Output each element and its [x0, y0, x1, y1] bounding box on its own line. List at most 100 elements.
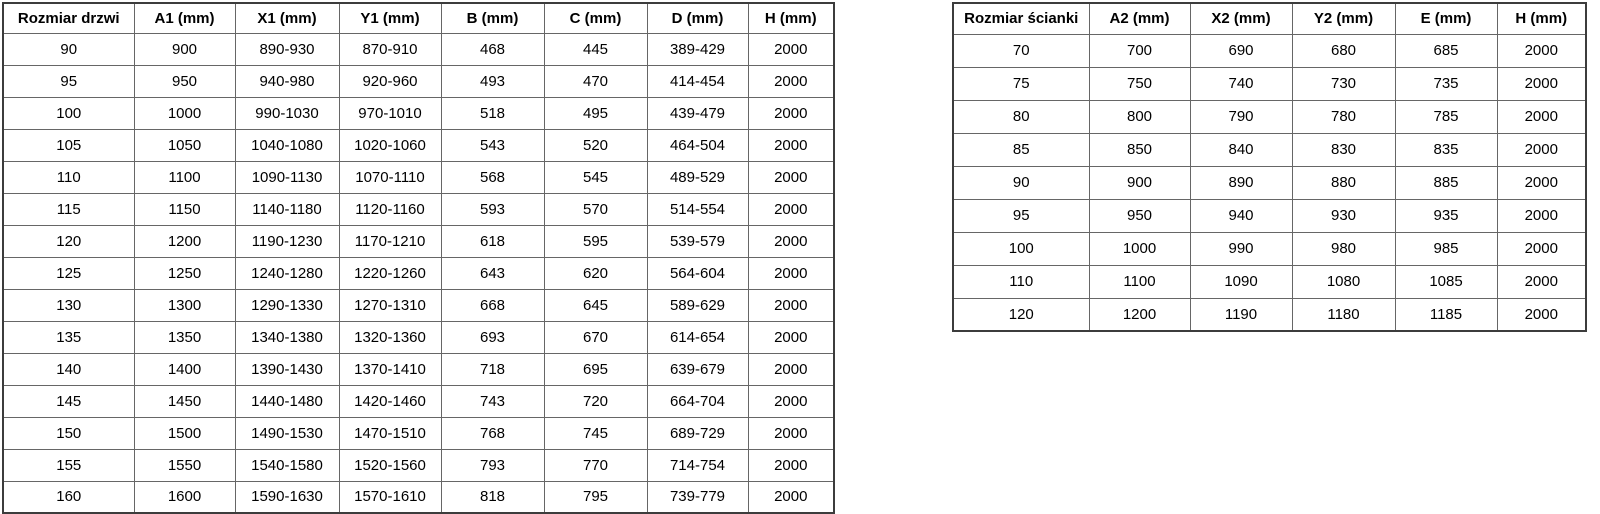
table-cell: 95 — [952, 198, 1090, 233]
table-row: 110 1100 1090 1080 1085 2000 — [952, 264, 1587, 299]
table-cell: 790 — [1189, 99, 1293, 134]
table-row: 95 950 940-980 920-960 493 470 414-454 2000 — [2, 64, 835, 98]
table-cell: 2000 — [747, 416, 835, 450]
table-cell: 130 — [2, 288, 135, 322]
table-cell: 2000 — [1496, 132, 1587, 167]
table-row: 120 1200 1190 1180 1185 2000 — [952, 297, 1587, 332]
table-row: 130 1300 1290-1330 1270-1310 668 645 589-629 20… — [2, 288, 835, 322]
table-cell: 1190 — [1189, 297, 1293, 332]
table-cell: 950 — [133, 64, 236, 98]
table-cell: 468 — [440, 32, 545, 66]
table-cell: 115 — [2, 192, 135, 226]
table-cell: 470 — [543, 64, 648, 98]
table-cell: 2000 — [1496, 33, 1587, 68]
table-cell: 750 — [1088, 66, 1191, 101]
table-cell: 940 — [1189, 198, 1293, 233]
table-cell: 835 — [1394, 132, 1498, 167]
table-cell: 1050 — [133, 128, 236, 162]
column-header: Y1 (mm) — [338, 2, 442, 34]
table-cell: 1085 — [1394, 264, 1498, 299]
table-cell: 940-980 — [234, 64, 340, 98]
table-cell: 818 — [440, 480, 545, 514]
table-cell: 2000 — [747, 480, 835, 514]
table-cell: 595 — [543, 224, 648, 258]
table-cell: 1300 — [133, 288, 236, 322]
table-cell: 464-504 — [646, 128, 749, 162]
table-cell: 414-454 — [646, 64, 749, 98]
table-cell: 489-529 — [646, 160, 749, 194]
table-row: 75 750 740 730 735 2000 — [952, 66, 1587, 101]
table-cell: 493 — [440, 64, 545, 98]
table-cell: 1390-1430 — [234, 352, 340, 386]
column-header: E (mm) — [1394, 2, 1498, 35]
table-cell: 160 — [2, 480, 135, 514]
table-cell: 730 — [1291, 66, 1396, 101]
table-cell: 2000 — [747, 32, 835, 66]
table-cell: 614-654 — [646, 320, 749, 354]
table-cell: 100 — [952, 231, 1090, 266]
table-cell: 690 — [1189, 33, 1293, 68]
table-cell: 1000 — [1088, 231, 1191, 266]
table-row: 100 1000 990 980 985 2000 — [952, 231, 1587, 266]
column-header: Rozmiar ścianki — [952, 2, 1090, 35]
table-cell: 520 — [543, 128, 648, 162]
column-header: A2 (mm) — [1088, 2, 1191, 35]
table-cell: 1400 — [133, 352, 236, 386]
table-row: 160 1600 1590-1630 1570-1610 818 795 739-779 20… — [2, 480, 835, 514]
table-row: 105 1050 1040-1080 1020-1060 543 520 464-504 20… — [2, 128, 835, 162]
table-cell: 85 — [952, 132, 1090, 167]
table-cell: 568 — [440, 160, 545, 194]
table-cell: 920-960 — [338, 64, 442, 98]
table-row: 145 1450 1440-1480 1420-1460 743 720 664-704 20… — [2, 384, 835, 418]
table-row: 115 1150 1140-1180 1120-1160 593 570 514-554 20… — [2, 192, 835, 226]
table-cell: 1140-1180 — [234, 192, 340, 226]
table-cell: 990-1030 — [234, 96, 340, 130]
table-cell: 830 — [1291, 132, 1396, 167]
table-cell: 90 — [2, 32, 135, 66]
table-cell: 1270-1310 — [338, 288, 442, 322]
table-cell: 2000 — [747, 320, 835, 354]
table-cell: 2000 — [747, 224, 835, 258]
table-cell: 1590-1630 — [234, 480, 340, 514]
table-row: 120 1200 1190-1230 1170-1210 618 595 539-579 20… — [2, 224, 835, 258]
table-cell: 110 — [2, 160, 135, 194]
table-cell: 795 — [543, 480, 648, 514]
table-cell: 543 — [440, 128, 545, 162]
table-cell: 693 — [440, 320, 545, 354]
table-row: 100 1000 990-1030 970-1010 518 495 439-479 2000 — [2, 96, 835, 130]
table-cell: 2000 — [747, 128, 835, 162]
table-cell: 870-910 — [338, 32, 442, 66]
table-cell: 2000 — [747, 256, 835, 290]
column-header: X1 (mm) — [234, 2, 340, 34]
table-cell: 670 — [543, 320, 648, 354]
table-cell: 1240-1280 — [234, 256, 340, 290]
table-cell: 1520-1560 — [338, 448, 442, 482]
door-sizes-table: Rozmiar drzwi A1 (mm) X1 (mm) Y1 (mm) B (mm)… — [2, 2, 835, 514]
table-cell: 618 — [440, 224, 545, 258]
table-row: 135 1350 1340-1380 1320-1360 693 670 614-654 20… — [2, 320, 835, 354]
table-cell: 518 — [440, 96, 545, 130]
table-cell: 95 — [2, 64, 135, 98]
table-cell: 1220-1260 — [338, 256, 442, 290]
table-cell: 768 — [440, 416, 545, 450]
table-cell: 1185 — [1394, 297, 1498, 332]
table-cell: 900 — [1088, 165, 1191, 200]
table-cell: 985 — [1394, 231, 1498, 266]
table-cell: 900 — [133, 32, 236, 66]
wall-sizes-table: Rozmiar ścianki A2 (mm) X2 (mm) Y2 (mm) E (m… — [952, 2, 1587, 332]
table-row: 140 1400 1390-1430 1370-1410 718 695 639-679 20… — [2, 352, 835, 386]
table-cell: 1080 — [1291, 264, 1396, 299]
table-cell: 1450 — [133, 384, 236, 418]
table-cell: 2000 — [747, 64, 835, 98]
table-cell: 1040-1080 — [234, 128, 340, 162]
table-cell: 2000 — [1496, 165, 1587, 200]
table-cell: 620 — [543, 256, 648, 290]
table-cell: 1320-1360 — [338, 320, 442, 354]
table-cell: 990 — [1189, 231, 1293, 266]
table-cell: 685 — [1394, 33, 1498, 68]
table-cell: 935 — [1394, 198, 1498, 233]
table-cell: 1070-1110 — [338, 160, 442, 194]
wall-table-header-row: Rozmiar ścianki A2 (mm) X2 (mm) Y2 (mm) E (m… — [952, 2, 1587, 35]
table-row: 90 900 890-930 870-910 468 445 389-429 2000 — [2, 32, 835, 66]
column-header: H (mm) — [747, 2, 835, 34]
